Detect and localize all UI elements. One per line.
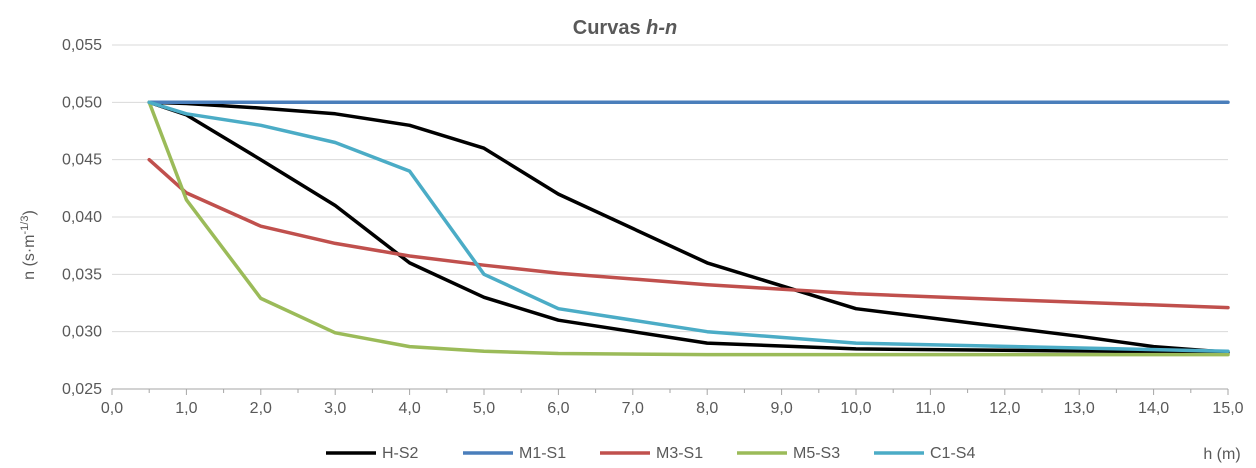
legend-label: M3-S1 — [656, 445, 703, 462]
legend: H-S2 M1-S1 M3-S1 M5-S3 C1-S4 — [326, 445, 975, 462]
x-tick-label: 14,0 — [1138, 400, 1169, 417]
y-tick-label: 0,025 — [62, 381, 102, 398]
y-tick-label: 0,045 — [62, 152, 102, 169]
y-axis-title-end: ) — [21, 210, 38, 215]
x-tick-label: 11,0 — [915, 400, 945, 417]
x-tick-label: 13,0 — [1064, 400, 1095, 417]
y-axis-title-main: n (s·m — [21, 234, 38, 279]
y-tick-label: 0,035 — [62, 266, 102, 283]
x-tick-label: 15,0 — [1212, 400, 1243, 417]
series-line-h-s2 — [147, 100, 1230, 355]
x-tick-label: 12,0 — [989, 400, 1020, 417]
y-tick-label: 0,040 — [62, 209, 102, 226]
chart-title-main: Curvas — [573, 17, 646, 39]
series-line-m3-s1 — [147, 157, 1230, 310]
x-tick-label: 4,0 — [398, 400, 420, 417]
series-line-m5-s3 — [147, 100, 1230, 357]
y-axis-title: n (s·m-1/3) — [19, 210, 38, 280]
x-tick-label: 8,0 — [696, 400, 718, 417]
axes — [111, 388, 1229, 395]
x-tick-label: 0,0 — [101, 400, 123, 417]
legend-label: H-S2 — [382, 445, 419, 462]
x-tick-label: 6,0 — [547, 400, 569, 417]
y-tick-label: 0,050 — [62, 94, 102, 111]
x-tick-label: 7,0 — [622, 400, 644, 417]
x-tick-label: 3,0 — [324, 400, 346, 417]
x-axis-title: h (m) — [1203, 446, 1240, 463]
x-tick-label: 2,0 — [250, 400, 272, 417]
y-tick-labels: 0,025 0,030 0,035 0,040 0,045 0,050 0,055 — [62, 37, 102, 398]
y-axis-title-sup: -1/3 — [19, 216, 31, 235]
series-lines — [147, 100, 1230, 357]
y-tick-label: 0,030 — [62, 324, 102, 341]
y-tick-label: 0,055 — [62, 37, 102, 54]
x-tick-labels: 0,0 1,0 2,0 3,0 4,0 5,0 6,0 7,0 8,0 9,0 10,0 11,0 12… — [101, 400, 1244, 417]
chart-title-italic: h-n — [646, 17, 677, 39]
chart-title: Curvas h-n — [573, 17, 677, 39]
x-tick-label: 10,0 — [840, 400, 871, 417]
legend-label: M1-S1 — [519, 445, 566, 462]
gridlines — [112, 44, 1228, 333]
legend-label: C1-S4 — [930, 445, 975, 462]
legend-label: M5-S3 — [793, 445, 840, 462]
x-tick-label: 1,0 — [175, 400, 197, 417]
x-tick-label: 9,0 — [770, 400, 792, 417]
series-line-c1-s4 — [147, 100, 1230, 353]
x-tick-label: 5,0 — [473, 400, 495, 417]
